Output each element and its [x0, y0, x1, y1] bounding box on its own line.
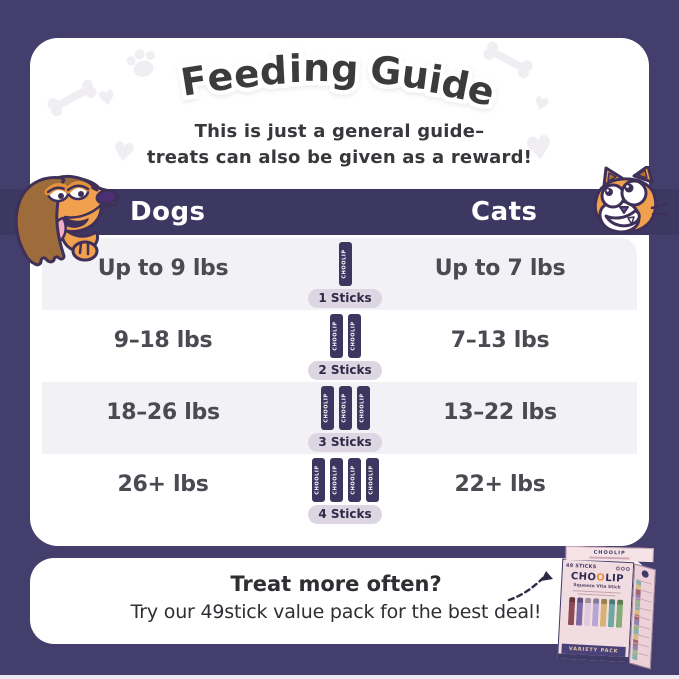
dog-mascot-icon — [12, 172, 127, 272]
stick-brand-text: CHOOLIP — [324, 393, 330, 423]
table-row: Up to 9 lbs CHOOLIP 1 Sticks Up to 7 lbs — [42, 238, 637, 310]
product-brand-small: CHOOLIP — [593, 549, 626, 557]
brand-post: LIP — [604, 572, 625, 585]
dog-weight-label: 9–18 lbs — [113, 327, 213, 353]
footer-promo-card: Treat more often? Try our 49stick value … — [30, 558, 649, 644]
certification-badges-icon — [615, 566, 630, 572]
sticks-count-badge: 3 Sticks — [308, 433, 382, 452]
footer-heading: Treat more often? — [230, 572, 442, 596]
product-sticks-illustration — [563, 596, 628, 628]
subtitle-line-1: This is just a general guide– — [194, 121, 485, 142]
stick-count-cell: CHOOLIP 1 Sticks — [285, 242, 405, 308]
treat-stick-icon: CHOOLIP — [347, 458, 361, 502]
flap-tagline-line — [589, 556, 630, 560]
treat-stick-icon: CHOOLIP — [329, 458, 343, 502]
cat-weight-label: Up to 7 lbs — [434, 255, 566, 281]
bottom-edge-strip — [0, 675, 679, 679]
feeding-table: Up to 9 lbs CHOOLIP 1 Sticks Up to 7 lbs… — [42, 238, 637, 526]
stick-brand-text: CHOOLIP — [342, 249, 348, 279]
sticks-count-badge: 1 Sticks — [308, 289, 382, 308]
page-title: Feeding Guide — [0, 46, 679, 115]
stick-count-label: 49 STICKS — [565, 562, 597, 571]
treat-stick-icon: CHOOLIP — [347, 314, 361, 358]
stick-count-cell: CHOOLIP CHOOLIP CHOOLIP CHOOLIP 4 Sticks — [285, 458, 405, 524]
cat-weight-label: 7–13 lbs — [450, 327, 550, 353]
stick-brand-text: CHOOLIP — [333, 465, 339, 495]
stick-count-cell: CHOOLIP CHOOLIP CHOOLIP 3 Sticks — [285, 386, 405, 452]
side-badge-icon — [641, 569, 649, 579]
stick-brand-text: CHOOLIP — [351, 465, 357, 495]
cat-mascot-icon — [582, 164, 669, 252]
stick-brand-text: CHOOLIP — [351, 321, 357, 351]
sticks-count-badge: 2 Sticks — [308, 361, 382, 380]
treat-stick-icon: CHOOLIP — [320, 386, 334, 430]
brand-pre: CHO — [570, 571, 597, 584]
dashed-arrow-icon — [503, 570, 565, 608]
description-line — [577, 592, 616, 597]
product-box-body: 49 STICKS CHOOLIP Squeeze Vita Stick VAR… — [557, 558, 658, 670]
dog-weight-label: 26+ lbs — [117, 471, 209, 497]
cat-weight-label: 13–22 lbs — [443, 399, 557, 425]
column-header-dogs: Dogs — [130, 197, 206, 227]
treat-stick-icon: CHOOLIP — [311, 458, 325, 502]
stick-brand-text: CHOOLIP — [369, 465, 375, 495]
treat-stick-icon: CHOOLIP — [338, 242, 352, 286]
dog-weight-label: 18–26 lbs — [106, 399, 220, 425]
treat-stick-icon: CHOOLIP — [338, 386, 352, 430]
table-row: 18–26 lbs CHOOLIP CHOOLIP CHOOLIP 3 Stic… — [42, 382, 637, 454]
footer-message: Try our 49stick value pack for the best … — [130, 601, 542, 623]
treat-stick-icon: CHOOLIP — [356, 386, 370, 430]
stick-count-cell: CHOOLIP CHOOLIP 2 Sticks — [285, 314, 405, 380]
table-row: 26+ lbs CHOOLIP CHOOLIP CHOOLIP CHOOLIP … — [42, 454, 637, 526]
product-box: CHOOLIP 49 STICKS CHOOLIP Squeeze Vita S… — [557, 545, 659, 670]
product-box-flap: CHOOLIP — [565, 545, 654, 563]
product-box-front: 49 STICKS CHOOLIP Squeeze Vita Stick VAR… — [557, 558, 635, 663]
table-row: 9–18 lbs CHOOLIP CHOOLIP 2 Sticks 7–13 l… — [42, 310, 637, 382]
treat-stick-icon: CHOOLIP — [365, 458, 379, 502]
column-header-cats: Cats — [471, 197, 538, 227]
stick-brand-text: CHOOLIP — [315, 465, 321, 495]
stick-brand-text: CHOOLIP — [333, 321, 339, 351]
stick-brand-text: CHOOLIP — [360, 393, 366, 423]
side-info-grid — [632, 579, 653, 664]
heart-icon: ♥ — [530, 92, 552, 117]
product-box-side — [628, 563, 656, 670]
dog-weight-label: Up to 9 lbs — [97, 255, 229, 281]
subtitle-line-2: treats can also be given as a reward! — [146, 147, 533, 168]
sticks-count-badge: 4 Sticks — [308, 505, 382, 524]
stick-brand-text: CHOOLIP — [342, 393, 348, 423]
variety-pack-banner: VARIETY PACK — [561, 643, 626, 657]
cat-weight-label: 22+ lbs — [454, 471, 546, 497]
treat-stick-icon: CHOOLIP — [329, 314, 343, 358]
